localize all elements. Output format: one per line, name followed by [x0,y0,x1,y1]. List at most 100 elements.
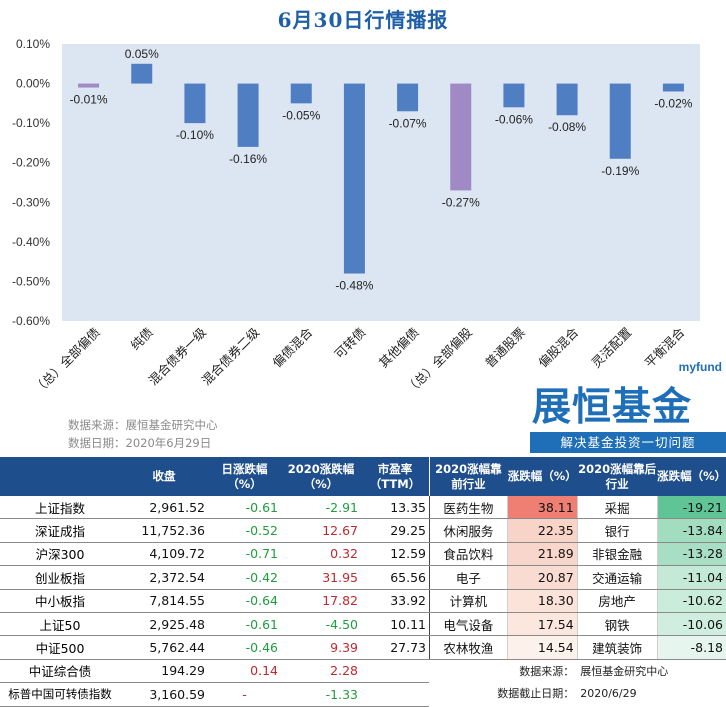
pe-value: 27.73 [361,636,429,659]
x-tick-label: 偏债混合 [269,324,315,370]
bar [450,84,471,191]
top-industry: 食品饮料 [430,542,508,565]
top-change: 18.30 [507,589,577,612]
day-change: -0.46 [208,636,281,659]
ytd-change: 9.39 [281,636,361,659]
bar [663,84,684,92]
header-bottom-change: 涨跌幅（%） [657,457,726,496]
bottom-change: -11.04 [657,566,726,589]
bottom-change: -8.18 [657,636,726,659]
ytd-change: 31.95 [281,566,361,589]
bottom-industry: 建筑装饰 [577,636,657,659]
close-value: 7,814.55 [120,589,208,612]
bottom-industry: 钢铁 [577,612,657,635]
bar-chart: 0.10%0.00%-0.10%-0.20%-0.30%-0.40%-0.50%… [0,30,726,410]
ytd-change: -1.33 [281,683,361,706]
day-change: -0.71 [208,542,281,565]
pe-value: 10.11 [361,612,429,635]
data-label: -0.27% [442,195,480,209]
header-pe: 市盈率（TTM） [361,457,429,496]
close-value: 4,109.72 [120,542,208,565]
bar [344,84,365,274]
data-label: -0.07% [389,116,427,130]
pe-value: 12.59 [361,542,429,565]
index-name: 深证成指 [0,519,120,542]
index-name: 创业板指 [0,566,120,589]
index-name: 中证500 [0,636,120,659]
logo-text: 展恒基金 [532,376,692,432]
bar [184,84,205,124]
close-value: 2,372.54 [120,566,208,589]
index-name: 沪深300 [0,542,120,565]
page-title: 6月30日行情播报 [0,4,726,33]
pe-value [361,659,429,682]
bar [503,84,524,108]
ytd-change: 2.28 [281,659,361,682]
footer-date-value: 2020/6/29 [577,682,726,704]
bar [557,84,578,116]
table-footer-row: 数据截止日期：2020/6/29 [430,682,726,704]
bottom-industry: 银行 [577,519,657,542]
y-tick-label: -0.30% [12,195,50,209]
data-label: 0.05% [125,47,159,61]
footer-source-label: 数据来源： [430,659,578,682]
logo-tagline: 解决基金投资一切问题 [530,432,726,453]
day-change: -0.52 [208,519,281,542]
data-label: -0.08% [548,120,586,134]
index-name: 中小板指 [0,589,120,612]
data-label: -0.05% [282,108,320,122]
source-line: 数据来源：展恒基金研究中心 [68,417,218,433]
top-industry: 电子 [430,566,508,589]
y-tick-label: 0.00% [16,77,50,91]
index-name: 标普中国可转债指数 [0,683,120,706]
footer-source-value: 展恒基金研究中心 [577,659,726,682]
y-tick-label: -0.40% [12,235,50,249]
bottom-change: -10.62 [657,589,726,612]
top-change: 14.54 [507,636,577,659]
industry-table: 2020涨幅靠前行业 涨跌幅（%） 2020涨幅靠后行业 涨跌幅（%） 医药生物… [429,457,726,705]
x-tick-label: 混合债券二级 [199,324,263,388]
top-change: 21.89 [507,542,577,565]
day-change: -0.61 [208,496,281,519]
bottom-industry: 房地产 [577,589,657,612]
bar [78,84,99,88]
close-value: 2,925.48 [120,612,208,635]
pe-value: 13.35 [361,496,429,519]
footer-date-label: 数据截止日期： [430,682,578,704]
pe-value [361,683,429,706]
brand-logo: myfund 展恒基金 解决基金投资一切问题 [520,360,726,455]
bottom-industry: 采掘 [577,496,657,519]
pe-value: 65.56 [361,566,429,589]
x-tick-label: （总）全部偏债 [30,325,102,397]
top-industry: 电气设备 [430,612,508,635]
close-value: 3,160.59 [120,683,208,706]
table-footer-row: 数据来源：展恒基金研究中心 [430,659,726,682]
index-name: 上证指数 [0,496,120,519]
day-change: -0.42 [208,566,281,589]
x-tick-label: 纯债 [128,325,156,353]
top-change: 17.54 [507,612,577,635]
day-change: -0.61 [208,612,281,635]
ytd-change: 12.67 [281,519,361,542]
pe-value: 29.25 [361,519,429,542]
bar [397,84,418,112]
bottom-change: -19.21 [657,496,726,519]
header-name [0,457,120,496]
close-value: 2,961.52 [120,496,208,519]
top-industry: 计算机 [430,589,508,612]
y-tick-label: -0.20% [12,156,50,170]
data-label: -0.19% [601,164,639,178]
bar [291,84,312,104]
bottom-change: -13.84 [657,519,726,542]
top-industry: 医药生物 [430,496,508,519]
